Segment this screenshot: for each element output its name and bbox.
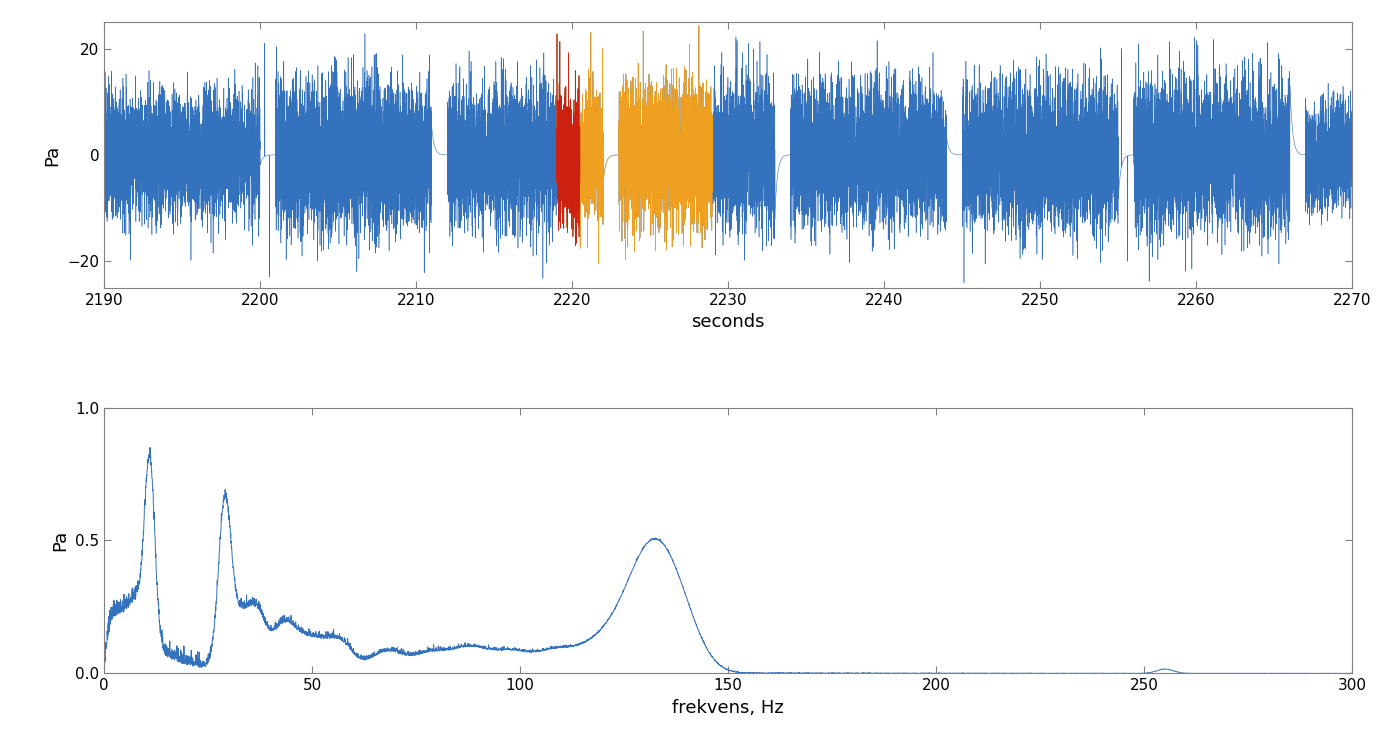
X-axis label: seconds: seconds	[692, 313, 764, 332]
X-axis label: frekvens, Hz: frekvens, Hz	[673, 699, 784, 717]
Y-axis label: Pa: Pa	[51, 530, 69, 551]
Y-axis label: Pa: Pa	[43, 144, 61, 165]
